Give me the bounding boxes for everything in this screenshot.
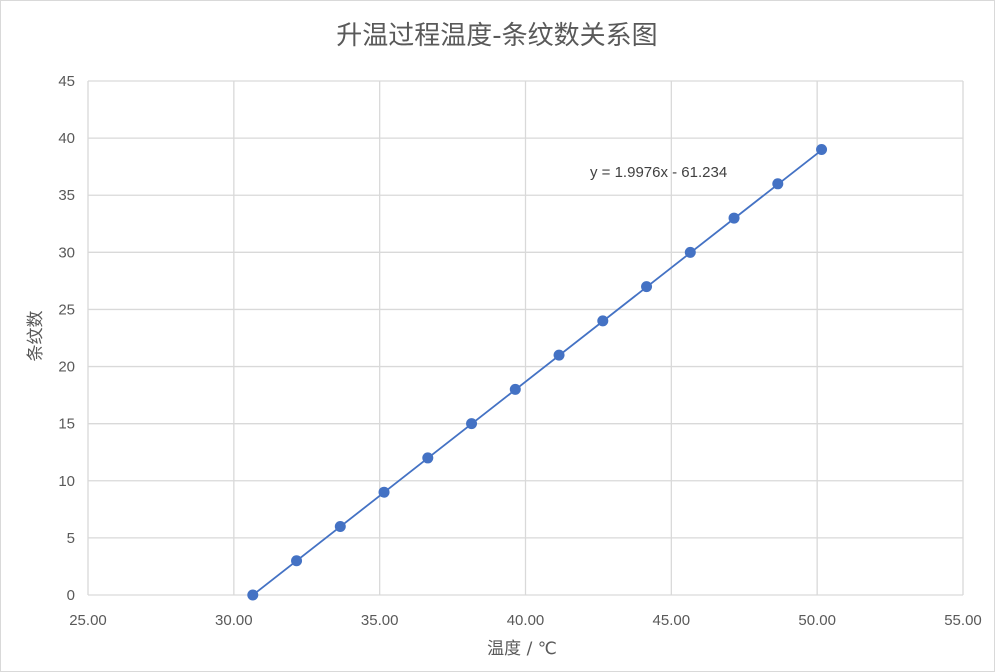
y-tick-label: 30 <box>58 244 75 261</box>
data-point <box>597 315 609 327</box>
y-axis-title: 条纹数 <box>26 311 46 362</box>
data-point <box>641 281 653 293</box>
data-point <box>422 452 434 464</box>
data-point <box>247 589 259 601</box>
x-tick-label: 25.00 <box>69 612 107 629</box>
x-tick-label: 35.00 <box>361 612 399 629</box>
y-tick-label: 15 <box>58 416 75 433</box>
y-tick-label: 10 <box>58 473 75 490</box>
x-tick-label: 40.00 <box>507 612 545 629</box>
data-point <box>684 246 696 258</box>
data-point <box>728 212 740 224</box>
x-tick-label: 45.00 <box>653 612 691 629</box>
data-point <box>466 418 478 430</box>
data-point <box>553 349 565 361</box>
x-tick-label: 50.00 <box>798 612 836 629</box>
y-tick-label: 5 <box>67 530 75 547</box>
y-tick-label: 45 <box>58 73 75 90</box>
data-point <box>816 144 828 156</box>
trendline <box>252 149 823 596</box>
chart-title: 升温过程温度-条纹数关系图 <box>336 21 657 51</box>
y-tick-label: 25 <box>58 301 75 318</box>
x-tick-label: 55.00 <box>944 612 982 629</box>
trendline-group <box>252 149 823 596</box>
x-tick-label: 30.00 <box>215 612 253 629</box>
grid-lines <box>87 80 964 596</box>
y-tick-label: 0 <box>67 587 75 604</box>
data-point <box>334 520 346 532</box>
y-tick-label: 40 <box>58 130 75 147</box>
data-point <box>291 555 303 567</box>
data-point <box>772 178 784 190</box>
y-tick-label: 35 <box>58 187 75 204</box>
y-tick-labels: 0 5 10 15 20 25 30 35 40 45 <box>58 73 75 604</box>
data-points <box>247 144 828 601</box>
y-tick-label: 20 <box>58 359 75 376</box>
data-point <box>378 486 390 498</box>
x-axis-title: 温度 / ℃ <box>487 639 557 659</box>
x-tick-labels: 25.00 30.00 35.00 40.00 45.00 50.00 55.00 <box>69 612 982 629</box>
data-point <box>509 383 521 395</box>
trendline-equation: y = 1.9976x - 61.234 <box>590 164 727 181</box>
